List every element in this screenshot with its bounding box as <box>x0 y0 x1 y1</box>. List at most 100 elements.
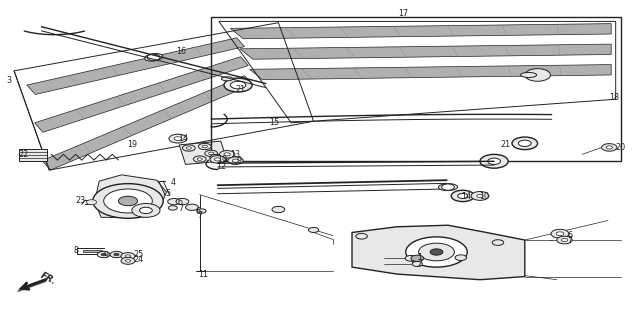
Polygon shape <box>83 250 102 252</box>
Text: 10: 10 <box>218 155 228 163</box>
Text: 15: 15 <box>269 118 279 127</box>
Ellipse shape <box>221 77 233 81</box>
Circle shape <box>193 156 206 162</box>
Circle shape <box>93 184 163 218</box>
Circle shape <box>210 154 223 161</box>
Circle shape <box>125 255 131 257</box>
Circle shape <box>551 229 569 238</box>
Circle shape <box>230 81 246 89</box>
Circle shape <box>556 232 564 236</box>
Circle shape <box>182 145 195 151</box>
Text: 6: 6 <box>567 231 572 240</box>
Circle shape <box>202 145 207 148</box>
Circle shape <box>455 255 467 261</box>
Circle shape <box>488 158 500 164</box>
Text: 6: 6 <box>178 198 183 207</box>
Text: 11: 11 <box>198 270 209 278</box>
Text: 1: 1 <box>417 253 422 262</box>
Text: 16: 16 <box>176 48 186 56</box>
Circle shape <box>121 257 135 264</box>
Circle shape <box>209 152 214 155</box>
Circle shape <box>406 237 467 267</box>
Circle shape <box>176 198 189 205</box>
Text: 7: 7 <box>567 237 572 245</box>
Circle shape <box>110 251 123 258</box>
Circle shape <box>198 143 211 150</box>
Circle shape <box>86 200 97 205</box>
Circle shape <box>405 255 417 261</box>
Circle shape <box>197 158 202 160</box>
Circle shape <box>602 144 617 151</box>
Circle shape <box>471 192 489 200</box>
Ellipse shape <box>521 72 536 77</box>
Circle shape <box>411 255 424 261</box>
Circle shape <box>97 251 110 258</box>
Text: 9: 9 <box>237 156 242 165</box>
Circle shape <box>308 227 319 232</box>
Circle shape <box>214 156 219 159</box>
Circle shape <box>125 260 131 262</box>
Polygon shape <box>230 24 611 39</box>
Circle shape <box>492 240 504 245</box>
Circle shape <box>412 261 422 266</box>
Circle shape <box>356 233 367 239</box>
Text: 6: 6 <box>195 207 200 215</box>
Circle shape <box>197 209 206 213</box>
Circle shape <box>168 206 177 210</box>
Text: 17: 17 <box>398 9 408 18</box>
Text: 14: 14 <box>178 134 188 143</box>
Text: 9: 9 <box>104 251 109 260</box>
Circle shape <box>557 236 572 244</box>
Text: 18: 18 <box>609 93 620 101</box>
Circle shape <box>224 153 230 156</box>
Polygon shape <box>17 278 48 292</box>
Circle shape <box>606 146 612 149</box>
Circle shape <box>561 238 568 242</box>
Polygon shape <box>35 57 248 132</box>
Text: 12: 12 <box>216 162 227 171</box>
Circle shape <box>430 249 443 255</box>
Circle shape <box>232 159 239 162</box>
Circle shape <box>477 194 483 198</box>
Circle shape <box>168 198 180 205</box>
Text: 7: 7 <box>197 211 202 220</box>
Text: 21: 21 <box>500 140 511 149</box>
Circle shape <box>101 253 106 256</box>
Circle shape <box>518 140 531 146</box>
Circle shape <box>205 150 218 157</box>
Text: FR.: FR. <box>38 271 57 287</box>
Circle shape <box>224 78 252 92</box>
Circle shape <box>512 137 538 150</box>
Text: 5: 5 <box>165 189 170 198</box>
Circle shape <box>186 204 198 210</box>
Text: 25: 25 <box>133 250 143 259</box>
Circle shape <box>147 54 160 60</box>
Circle shape <box>174 137 182 140</box>
Bar <box>211 17 621 161</box>
Circle shape <box>140 207 152 214</box>
Circle shape <box>169 134 187 143</box>
Polygon shape <box>19 149 47 161</box>
Text: 14: 14 <box>461 192 471 201</box>
Ellipse shape <box>145 54 163 61</box>
Circle shape <box>480 154 508 168</box>
Text: 13: 13 <box>230 151 241 159</box>
Text: 19: 19 <box>127 140 137 149</box>
Polygon shape <box>95 175 166 217</box>
Text: 22: 22 <box>18 150 28 159</box>
Polygon shape <box>42 76 252 170</box>
Circle shape <box>210 156 225 163</box>
Circle shape <box>419 243 454 261</box>
Circle shape <box>186 147 191 149</box>
Polygon shape <box>27 38 244 94</box>
Text: 2: 2 <box>417 259 422 267</box>
Circle shape <box>525 69 550 81</box>
Circle shape <box>442 184 454 190</box>
Circle shape <box>132 203 160 217</box>
Polygon shape <box>179 141 227 164</box>
Text: 21: 21 <box>236 85 246 94</box>
Text: 23: 23 <box>76 196 86 204</box>
Circle shape <box>121 253 135 260</box>
Circle shape <box>228 157 243 164</box>
Text: 4: 4 <box>170 178 175 187</box>
